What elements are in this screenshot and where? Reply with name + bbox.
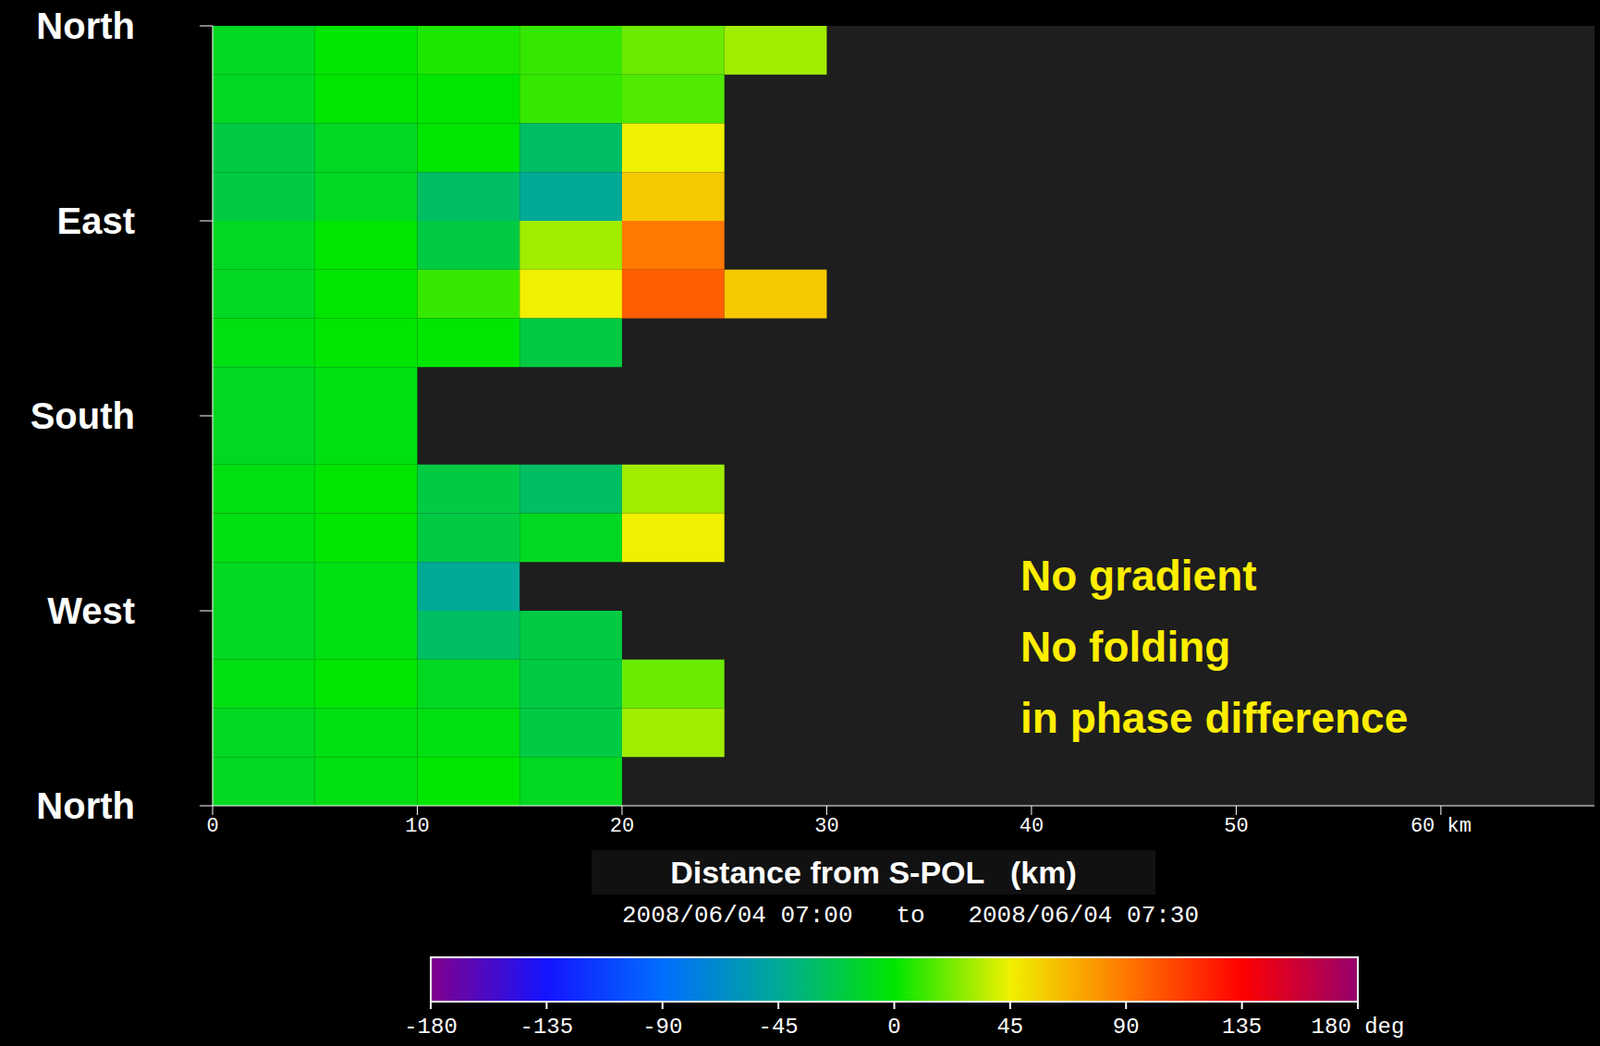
- svg-text:East: East: [57, 200, 136, 242]
- svg-text:45: 45: [996, 1014, 1024, 1040]
- svg-text:50: 50: [1223, 815, 1248, 839]
- html-text:No gradient: No gradient: [1020, 551, 1257, 600]
- svg-text:0: 0: [887, 1014, 901, 1040]
- svg-text:90: 90: [1112, 1014, 1140, 1040]
- svg-text:60 km: 60 km: [1410, 815, 1472, 839]
- svg-text:South: South: [30, 395, 135, 437]
- svg-text:180 deg: 180 deg: [1311, 1014, 1405, 1040]
- svg-text:-135: -135: [520, 1014, 575, 1040]
- svg-text:-90: -90: [642, 1014, 683, 1040]
- svg-text:135: 135: [1221, 1014, 1262, 1040]
- svg-text:West: West: [47, 590, 135, 632]
- svg-text:0: 0: [206, 815, 219, 839]
- svg-text:-180: -180: [403, 1014, 458, 1040]
- svg-text:10: 10: [404, 815, 429, 839]
- svg-text:-45: -45: [758, 1014, 799, 1040]
- svg-text:20: 20: [610, 815, 635, 839]
- html-text:No folding: No folding: [1020, 622, 1231, 672]
- html-text:2008/06/04 07:00 to 2008/06/04: 2008/06/04 07:00 to 2008/06/04 07:30: [621, 902, 1199, 930]
- svg-text:North: North: [36, 785, 135, 827]
- html-text:in phase difference: in phase difference: [1020, 694, 1408, 743]
- html-text:Distance from S-POL (km): Distance from S-POL (km): [670, 854, 1077, 891]
- svg-text:North: North: [36, 5, 135, 47]
- svg-text:30: 30: [814, 815, 839, 839]
- svg-text:40: 40: [1019, 815, 1044, 839]
